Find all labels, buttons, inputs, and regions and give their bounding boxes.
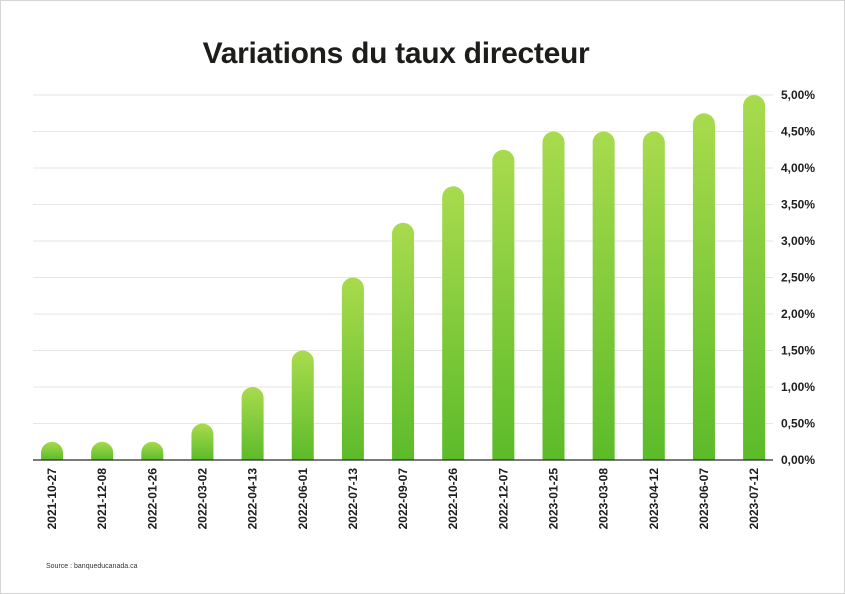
x-tick-label: 2021-12-08 bbox=[95, 468, 109, 530]
bar bbox=[392, 222, 415, 460]
x-tick-label: 2022-01-26 bbox=[145, 468, 159, 530]
y-tick-labels: 0,00% 0,50% 1,00% 1,50% 2,00% 2,50% 3,00% 3,50%… bbox=[781, 88, 815, 467]
x-tick-label: 2022-04-13 bbox=[246, 468, 260, 530]
bar bbox=[141, 441, 164, 460]
x-tick-label: 2022-07-13 bbox=[346, 468, 360, 530]
x-tick-label: 2023-07-12 bbox=[747, 468, 761, 530]
bar bbox=[291, 350, 314, 460]
bar bbox=[492, 149, 515, 460]
bar bbox=[91, 441, 114, 460]
bar bbox=[592, 131, 615, 460]
bar bbox=[442, 186, 465, 461]
x-tick-label: 2022-06-01 bbox=[296, 468, 310, 530]
x-tick-label: 2023-01-25 bbox=[547, 468, 561, 530]
y-tick-label: 3,00% bbox=[781, 234, 815, 248]
x-tick-label: 2021-10-27 bbox=[45, 468, 59, 530]
y-tick-label: 1,50% bbox=[781, 344, 815, 358]
bar bbox=[642, 131, 665, 460]
y-tick-label: 4,00% bbox=[781, 161, 815, 175]
y-tick-label: 4,50% bbox=[781, 125, 815, 139]
bar bbox=[241, 387, 264, 460]
y-tick-label: 5,00% bbox=[781, 88, 815, 102]
y-tick-label: 1,00% bbox=[781, 380, 815, 394]
bar bbox=[743, 95, 766, 461]
bar bbox=[692, 113, 715, 461]
x-tick-label: 2022-03-02 bbox=[195, 468, 209, 530]
x-tick-label: 2022-09-07 bbox=[396, 468, 410, 530]
x-tick-label: 2023-04-12 bbox=[647, 468, 661, 530]
y-tick-label: 0,50% bbox=[781, 417, 815, 431]
bar bbox=[341, 277, 364, 460]
x-tick-label: 2022-10-26 bbox=[446, 468, 460, 530]
x-tick-labels: 2021-10-27 2021-12-08 2022-01-26 2022-03-02… bbox=[45, 468, 761, 530]
bar bbox=[41, 441, 63, 460]
y-tick-label: 3,50% bbox=[781, 198, 815, 212]
y-tick-label: 2,00% bbox=[781, 307, 815, 321]
source-note: Source : banqueducanada.ca bbox=[46, 563, 138, 570]
bar bbox=[542, 131, 565, 460]
x-tick-label: 2022-12-07 bbox=[496, 468, 510, 530]
y-tick-label: 2,50% bbox=[781, 271, 815, 285]
chart-title: Variations du taux directeur bbox=[202, 37, 590, 70]
y-tick-label: 0,00% bbox=[781, 453, 815, 467]
x-tick-label: 2023-06-07 bbox=[697, 468, 711, 530]
bars bbox=[41, 95, 766, 461]
bar bbox=[191, 423, 214, 460]
x-tick-label: 2023-03-08 bbox=[597, 468, 611, 530]
